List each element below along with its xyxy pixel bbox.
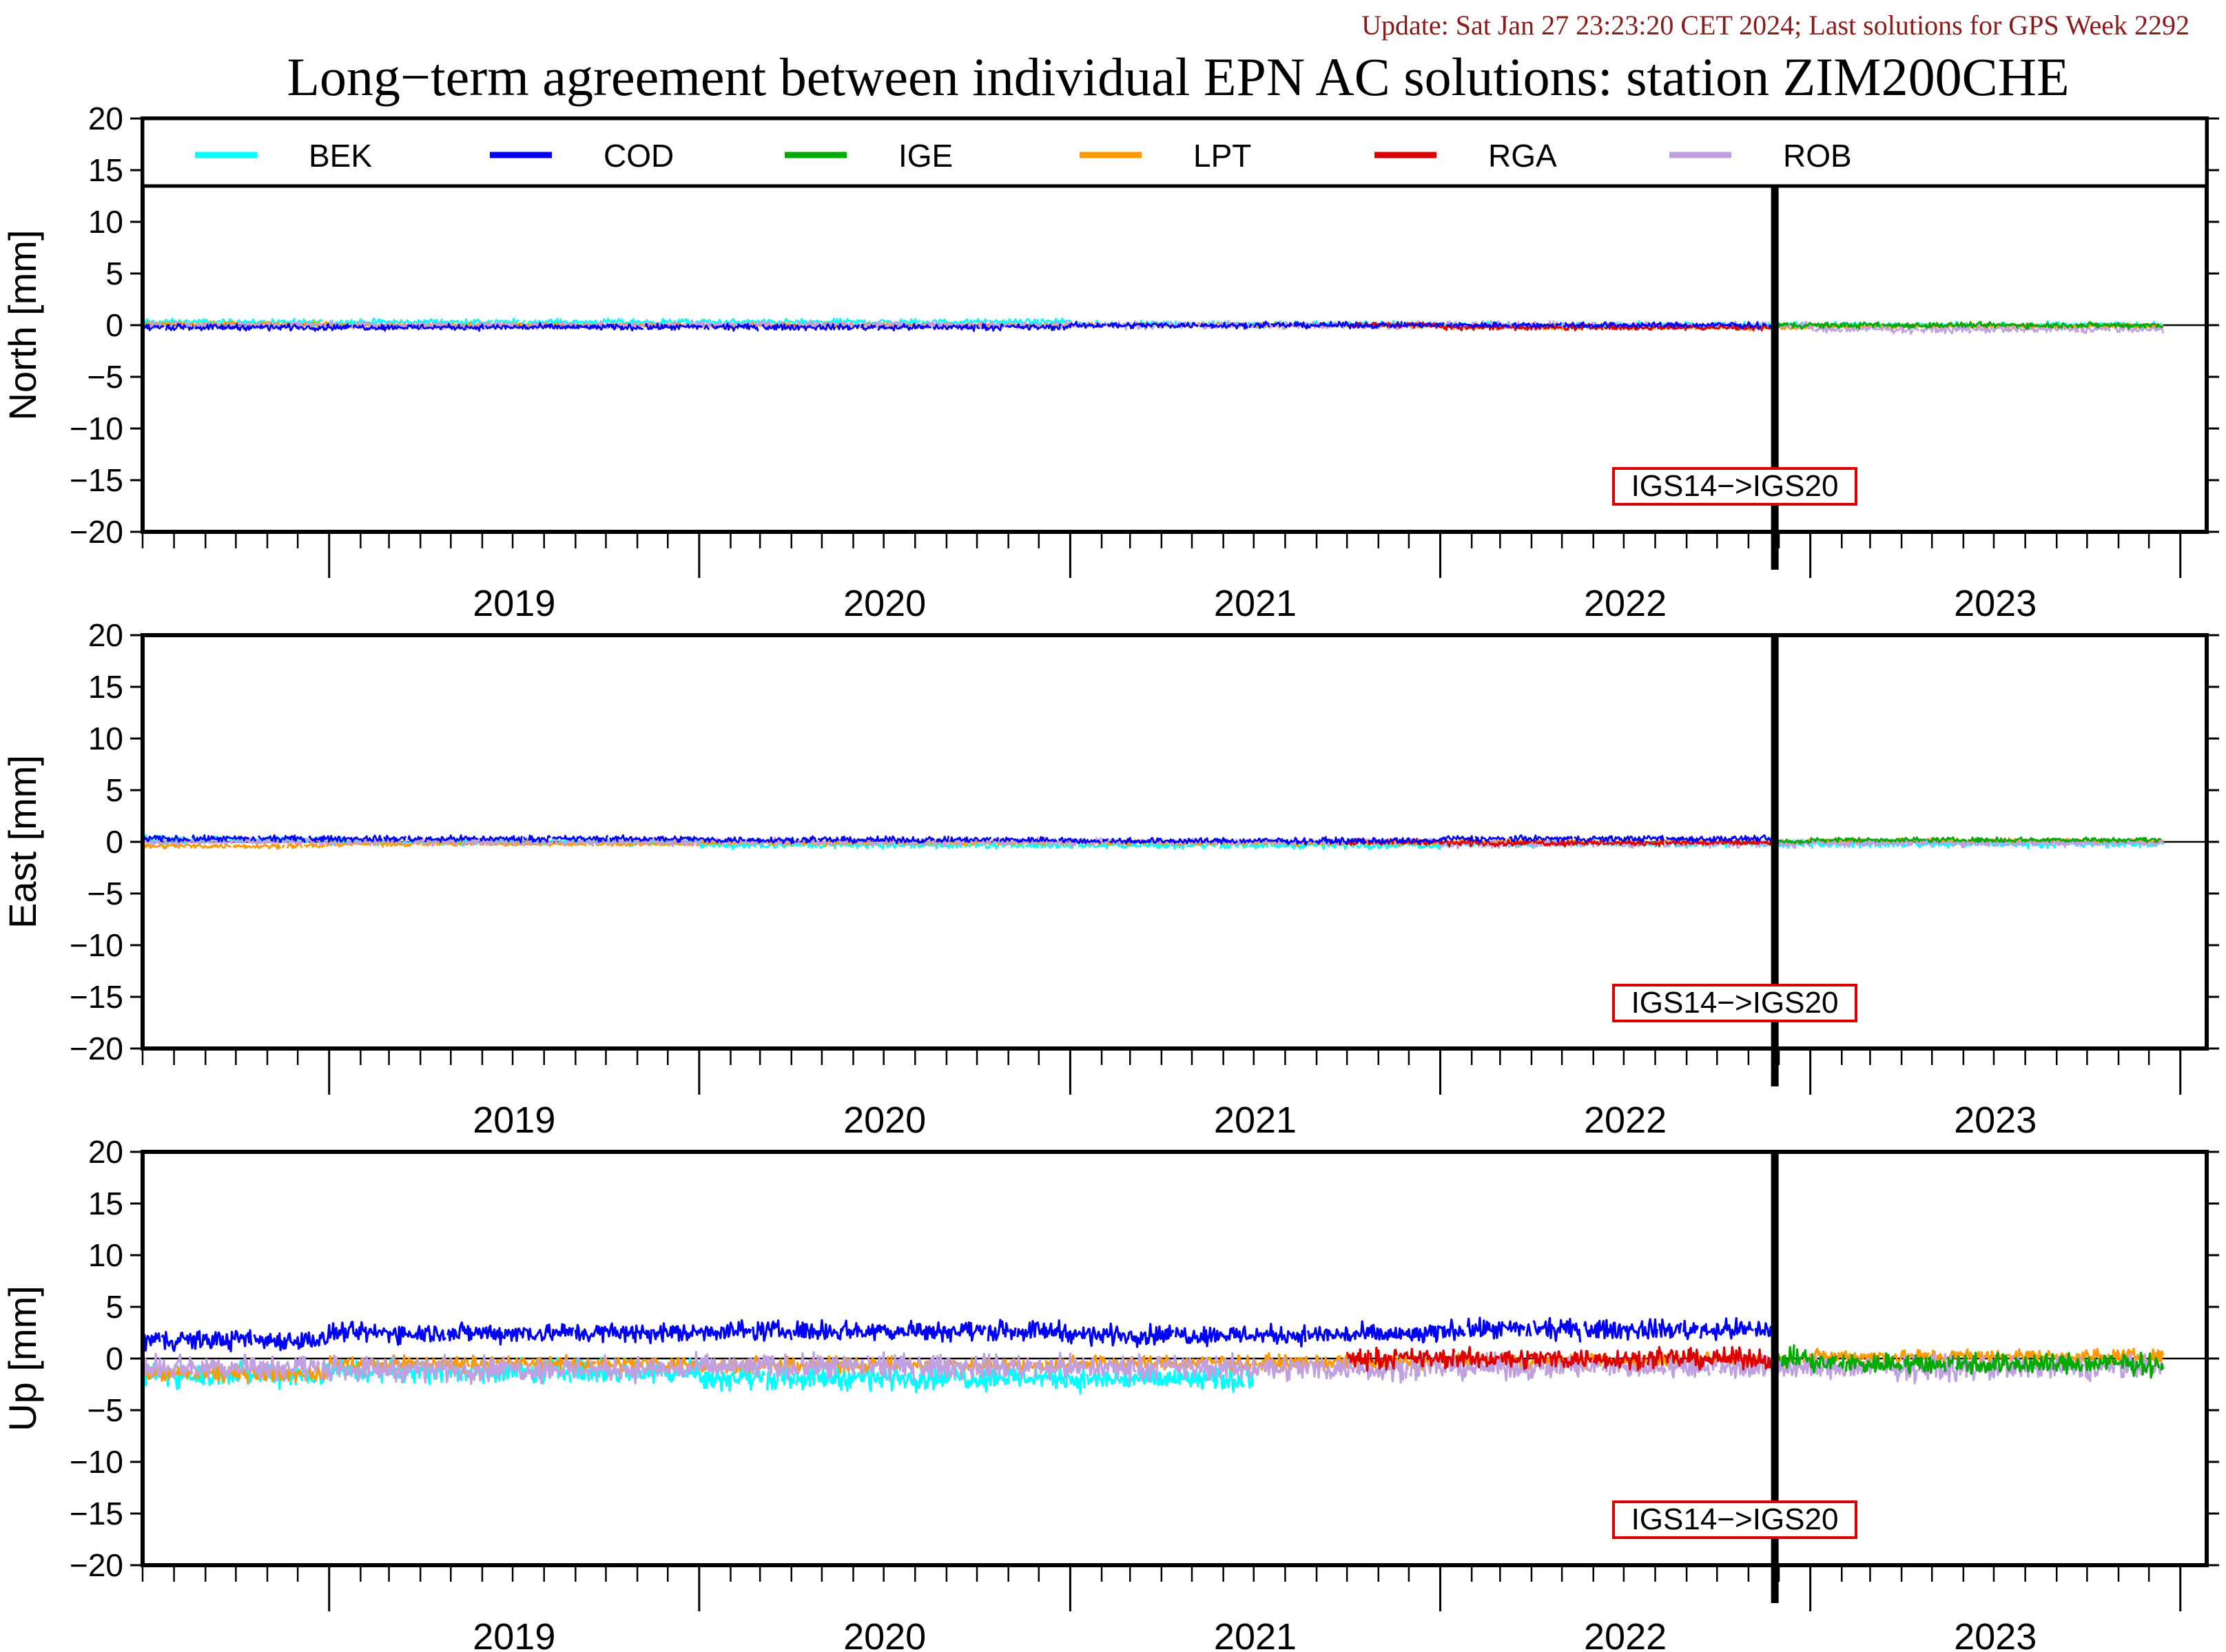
chart-title: Long−term agreement between individual E… <box>287 47 2069 107</box>
y-tick-label: 0 <box>105 824 123 860</box>
x-year-label: 2023 <box>1954 583 2037 624</box>
y-tick-label: −5 <box>87 1392 123 1428</box>
x-year-label: 2020 <box>843 583 926 624</box>
y-tick-label: 15 <box>88 152 123 188</box>
y-tick-label: −5 <box>87 876 123 911</box>
y-tick-label: 0 <box>105 307 123 343</box>
frame-change-box <box>1612 1500 1857 1539</box>
y-tick-label: −5 <box>87 359 123 395</box>
frame-change-label: IGS14−>IGS20 <box>1631 1503 1839 1536</box>
frame-change-label: IGS14−>IGS20 <box>1631 469 1839 503</box>
x-year-label: 2019 <box>473 1099 555 1141</box>
series-rga <box>1346 1345 1776 1372</box>
y-tick-label: −20 <box>70 1547 123 1583</box>
y-axis-label: North [mm] <box>1 230 44 421</box>
panel-north: 20 15 10 5 0 −5 −10 −15 −20 North [mm] IGS14−>IGS2… <box>1 101 2219 624</box>
x-year-label: 2023 <box>1954 1099 2037 1141</box>
y-tick-label: −10 <box>70 1444 123 1480</box>
y-tick-label: 5 <box>105 1289 123 1325</box>
y-tick-label: 0 <box>105 1341 123 1376</box>
y-tick-label: 20 <box>88 1134 123 1170</box>
legend-label-lpt: LPT <box>1193 138 1251 174</box>
x-year-label: 2022 <box>1584 1099 1667 1141</box>
y-axis-label: East [mm] <box>1 755 44 929</box>
plot-frame <box>141 1150 2209 1567</box>
x-year-label: 2019 <box>473 583 555 624</box>
x-year-label: 2023 <box>1954 1616 2037 1652</box>
y-tick-label: 20 <box>88 617 123 653</box>
y-tick-label: 5 <box>105 772 123 808</box>
y-tick-label: −15 <box>70 979 123 1015</box>
legend: BEK COD IGE LPT RGA ROB <box>141 116 2209 188</box>
x-year-label: 2019 <box>473 1616 555 1652</box>
series-ige <box>1773 1344 2165 1379</box>
y-tick-label: 20 <box>88 101 123 136</box>
y-tick-label: −10 <box>70 927 123 963</box>
panels: 20 15 10 5 0 −5 −10 −15 −20 North [mm] IGS14−>IGS2… <box>1 101 2219 1652</box>
y-tick-label: −10 <box>70 411 123 446</box>
x-year-label: 2021 <box>1214 1099 1297 1141</box>
y-tick-label: −15 <box>70 1496 123 1531</box>
frame-change-label: IGS14−>IGS20 <box>1631 986 1839 1020</box>
y-tick-label: 15 <box>88 669 123 705</box>
series-cod <box>141 1317 1776 1352</box>
legend-label-rob: ROB <box>1783 138 1852 174</box>
x-year-label: 2020 <box>843 1616 926 1652</box>
legend-box <box>141 116 2209 188</box>
series-cod <box>141 834 1776 846</box>
panel-east: 20 15 10 5 0 −5 −10 −15 −20 East [mm] IGS14−>IGS20… <box>1 617 2219 1141</box>
series-ige <box>1774 320 2164 330</box>
x-year-label: 2020 <box>843 1099 926 1141</box>
legend-label-cod: COD <box>604 138 674 174</box>
update-line: Update: Sat Jan 27 23:23:20 CET 2024; La… <box>1361 10 2189 41</box>
y-tick-label: 10 <box>88 204 123 240</box>
y-tick-label: −20 <box>70 514 123 550</box>
panel-up: 20 15 10 5 0 −5 −10 −15 −20 Up [mm] IGS14−>IGS20 20… <box>1 1134 2219 1652</box>
y-tick-label: 10 <box>88 1237 123 1273</box>
y-axis-label: Up [mm] <box>1 1286 44 1432</box>
x-year-label: 2022 <box>1584 1616 1667 1652</box>
y-tick-label: 5 <box>105 256 123 291</box>
y-tick-label: −20 <box>70 1031 123 1066</box>
frame-change-box <box>1612 467 1857 506</box>
y-tick-label: 10 <box>88 721 123 756</box>
legend-label-ige: IGE <box>898 138 953 174</box>
frame-change-box <box>1612 984 1857 1022</box>
legend-label-bek: BEK <box>309 138 372 174</box>
y-tick-label: −15 <box>70 462 123 498</box>
y-tick-label: 15 <box>88 1186 123 1221</box>
plot-frame <box>141 633 2209 1051</box>
x-year-label: 2021 <box>1214 583 1297 624</box>
x-year-label: 2021 <box>1214 1616 1297 1652</box>
series-cod <box>141 320 1775 332</box>
x-year-label: 2022 <box>1584 583 1667 624</box>
legend-label-rga: RGA <box>1488 138 1557 174</box>
